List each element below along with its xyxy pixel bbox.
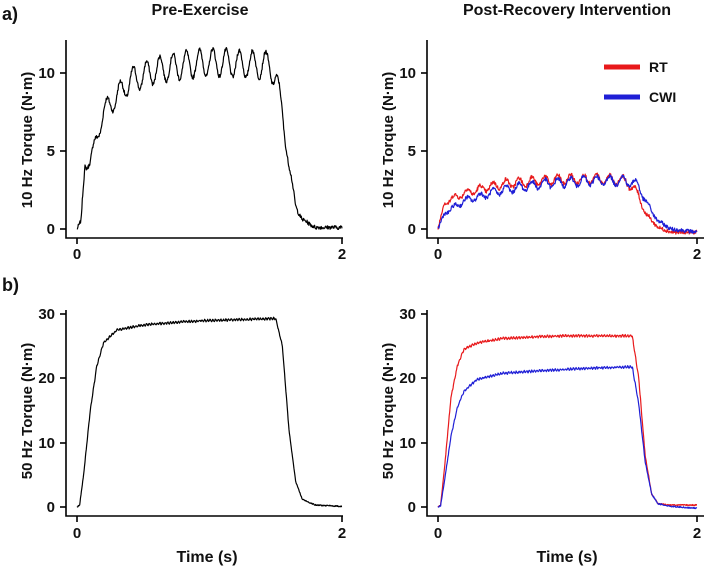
axis-lines — [426, 40, 704, 239]
y-tick-label-5: 5 — [47, 143, 55, 160]
series-line-pre — [76, 47, 343, 230]
y-tick-label-0: 0 — [47, 221, 55, 238]
series-line-rt — [437, 172, 698, 235]
legend: RT CWI — [604, 59, 676, 105]
x-tick-label-2: 2 — [693, 246, 701, 263]
series-line-rt — [437, 333, 698, 508]
legend-label-cwi: CWI — [649, 89, 676, 105]
y-tick-label-5: 5 — [408, 143, 416, 160]
y-tick-label-20: 20 — [38, 370, 55, 387]
y-axis-label: 10 Hz Torque (N·m) — [380, 72, 397, 208]
x-tick-label-0: 0 — [434, 246, 442, 263]
y-tick-label-30: 30 — [38, 306, 55, 323]
y-tick-label-20: 20 — [399, 370, 416, 387]
legend-label-rt: RT — [649, 59, 668, 75]
x-tick-label-0: 0 — [73, 525, 81, 542]
series-line-pre — [76, 316, 343, 508]
y-axis-label: 10 Hz Torque (N·m) — [19, 72, 36, 208]
axis-lines — [65, 40, 343, 239]
y-axis-label: 50 Hz Torque (N·m) — [19, 343, 36, 479]
y-tick-label-10: 10 — [399, 435, 416, 452]
chart-post-50hz: 50 Hz Torque (N·m) 0 2 Time (s) 0 10 20 … — [380, 306, 704, 566]
x-tick-label-2: 2 — [338, 246, 346, 263]
axis-lines — [65, 310, 343, 517]
x-axis-label: Time (s) — [176, 549, 237, 566]
chart-pre-50hz: 50 Hz Torque (N·m) 0 2 Time (s) 0 10 20 … — [19, 306, 346, 566]
x-tick-label-0: 0 — [434, 525, 442, 542]
x-tick-label-2: 2 — [338, 525, 346, 542]
panel-label-b: b) — [2, 275, 19, 295]
y-tick-label-0: 0 — [47, 499, 55, 516]
chart-post-10hz: Post-Recovery Intervention 10 Hz Torque … — [380, 2, 704, 263]
x-tick-label-0: 0 — [73, 246, 81, 263]
y-tick-label-10: 10 — [38, 65, 55, 82]
y-tick-label-0: 0 — [408, 499, 416, 516]
y-tick-label-30: 30 — [399, 306, 416, 323]
y-tick-label-0: 0 — [408, 221, 416, 238]
x-axis-label: Time (s) — [536, 549, 597, 566]
y-tick-label-10: 10 — [399, 65, 416, 82]
y-tick-label-10: 10 — [38, 435, 55, 452]
series-line-cwi — [437, 365, 698, 510]
chart-title: Pre-Exercise — [152, 2, 249, 19]
chart-pre-10hz: Pre-Exercise 10 Hz Torque (N·m) 0 2 0 5 … — [19, 2, 346, 263]
chart-title: Post-Recovery Intervention — [463, 2, 671, 19]
axis-lines — [426, 310, 704, 517]
y-axis-label: 50 Hz Torque (N·m) — [380, 343, 397, 479]
series-line-cwi — [437, 173, 698, 234]
x-tick-label-2: 2 — [693, 525, 701, 542]
panel-label-a: a) — [2, 4, 18, 24]
